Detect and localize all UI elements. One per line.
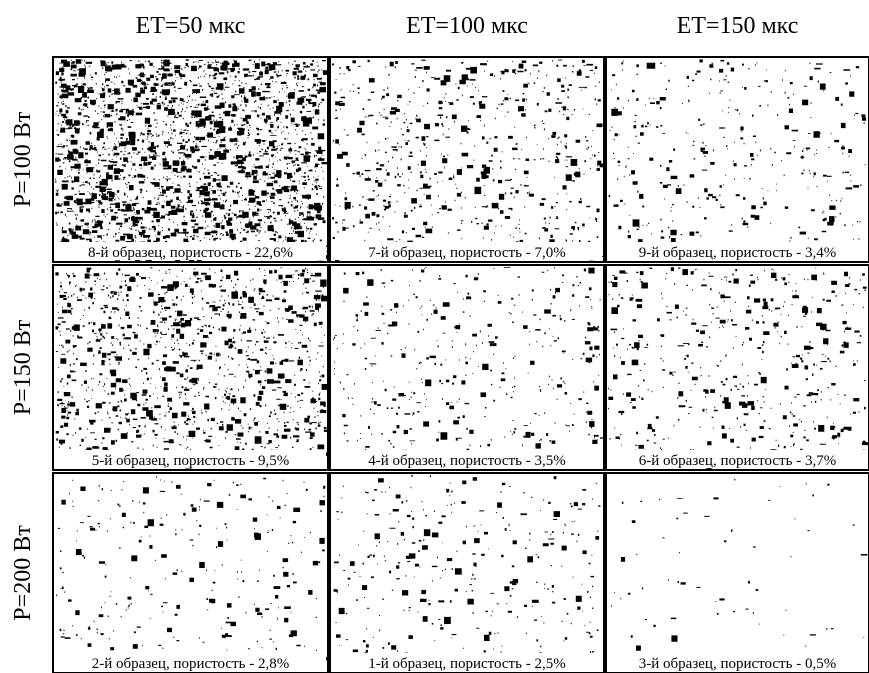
- panel-caption: 8-й образец, пористость - 22,6%: [88, 245, 293, 261]
- caption-background: [55, 653, 326, 671]
- panel-background: [605, 56, 869, 263]
- micrograph-panel: 9-й образец, пористость - 3,4%: [605, 56, 869, 263]
- panel-caption: 5-й образец, пористость - 9,5%: [92, 453, 289, 469]
- panel-background: [605, 264, 869, 471]
- pores: [611, 478, 868, 666]
- caption-background: [608, 450, 867, 468]
- caption-background: [608, 242, 867, 260]
- row-header: P=100 Вт: [10, 111, 36, 207]
- micrograph-panel: 1-й образец, пористость - 2,5%: [329, 472, 605, 673]
- caption-background: [332, 450, 602, 468]
- micrograph-panel: 5-й образец, пористость - 9,5%: [52, 264, 329, 471]
- panel-caption: 4-й образец, пористость - 3,5%: [368, 453, 565, 469]
- micrograph-panel: 8-й образец, пористость - 22,6%: [52, 56, 330, 263]
- panel-background: [329, 472, 605, 673]
- pores: [55, 59, 330, 263]
- caption-background: [608, 653, 867, 671]
- panel-caption: 3-й образец, пористость - 0,5%: [639, 656, 836, 672]
- micrograph-panel: 2-й образец, пористость - 2,8%: [52, 472, 329, 673]
- caption-background: [332, 242, 602, 260]
- row-header: P=150 Вт: [10, 319, 36, 415]
- micrograph-panel: 6-й образец, пористость - 3,7%: [605, 264, 869, 471]
- panel-caption: 2-й образец, пористость - 2,8%: [92, 656, 289, 672]
- panel-background: [605, 472, 869, 673]
- panel-caption: 6-й образец, пористость - 3,7%: [639, 453, 836, 469]
- caption-background: [55, 450, 326, 468]
- row-header: P=200 Вт: [10, 525, 36, 621]
- column-header: ET=150 мкс: [677, 13, 799, 39]
- micrograph-panel: 4-й образец, пористость - 3,5%: [329, 264, 605, 471]
- column-header: ET=100 мкс: [406, 13, 528, 39]
- panel-background: [329, 264, 605, 471]
- micrograph-panel: 3-й образец, пористость - 0,5%: [605, 472, 869, 673]
- column-header: ET=50 мкс: [136, 13, 246, 39]
- pores: [55, 267, 329, 469]
- panel-background: [52, 472, 329, 673]
- panel-caption: 1-й образец, пористость - 2,5%: [368, 656, 565, 672]
- panel-caption: 9-й образец, пористость - 3,4%: [639, 245, 836, 261]
- caption-background: [55, 242, 326, 260]
- panel-caption: 7-й образец, пористость - 7,0%: [368, 245, 565, 261]
- caption-background: [332, 653, 602, 671]
- panel-background: [329, 56, 605, 263]
- micrograph-panel: 7-й образец, пористость - 7,0%: [329, 56, 607, 263]
